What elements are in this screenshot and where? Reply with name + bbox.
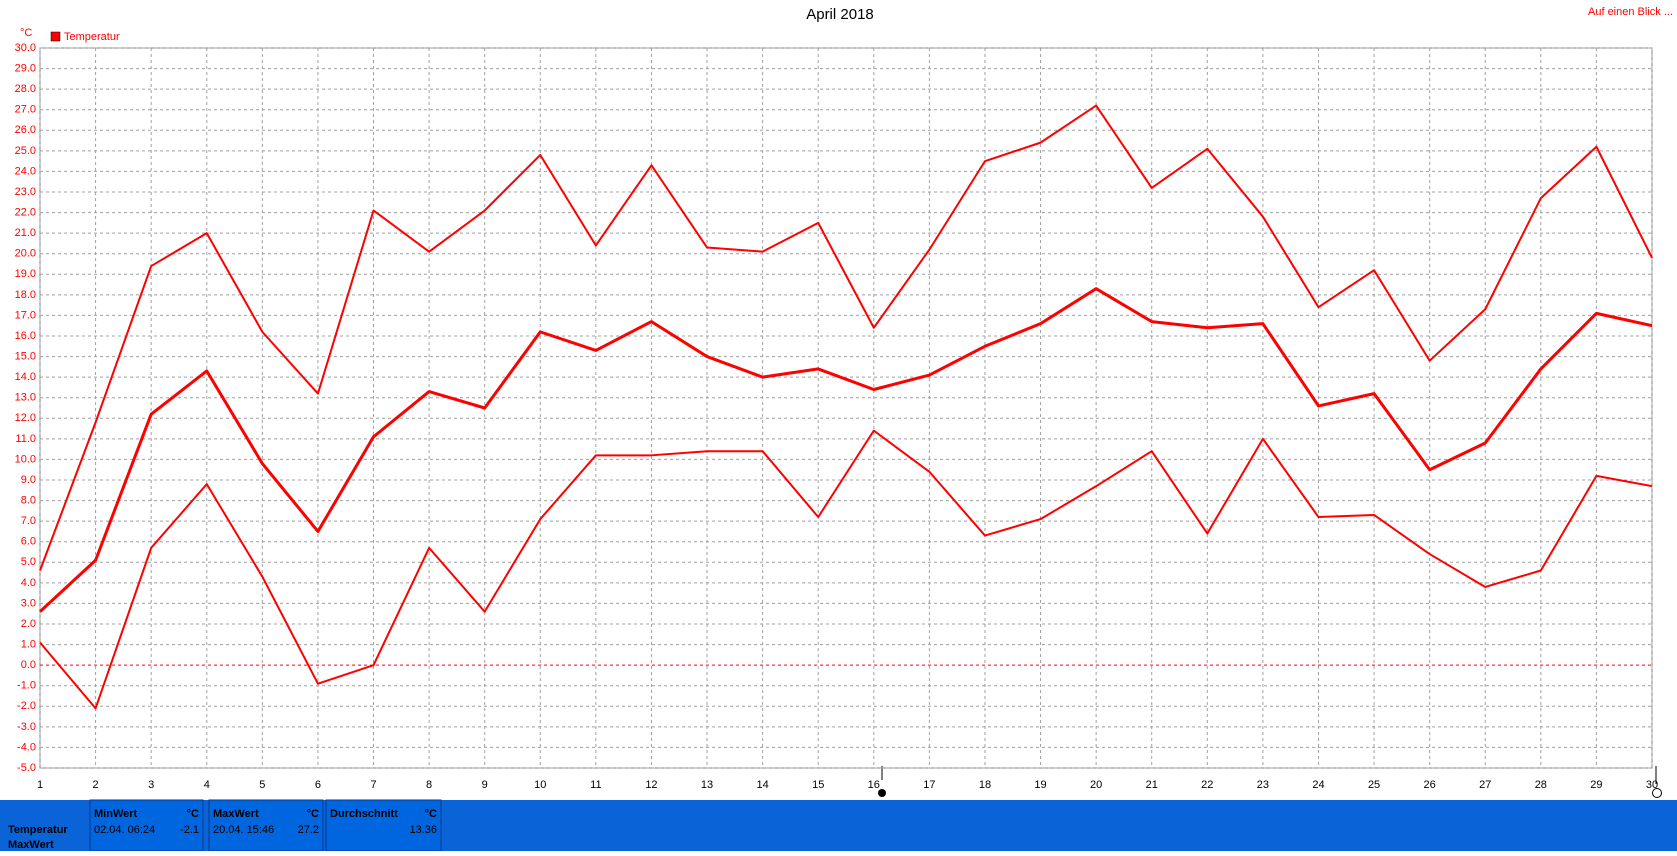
column-time: 02.04. 06:24	[94, 824, 155, 836]
y-tick-label: 24.0	[15, 165, 36, 177]
y-tick-label: 26.0	[15, 124, 36, 136]
y-tick-label: 19.0	[15, 268, 36, 280]
x-tick-label: 10	[534, 779, 546, 791]
y-tick-label: 8.0	[21, 494, 36, 506]
x-tick-label: 16	[868, 779, 880, 791]
x-tick-label: 29	[1590, 779, 1602, 791]
y-tick-label: -1.0	[17, 680, 36, 692]
y-tick-label: 7.0	[21, 515, 36, 527]
summary-cell	[208, 799, 324, 852]
x-tick-label: 18	[979, 779, 991, 791]
x-tick-label: 6	[315, 779, 321, 791]
x-tick-label: 12	[645, 779, 657, 791]
plot-frame	[39, 47, 1653, 769]
y-tick-label: 20.0	[15, 248, 36, 260]
y-tick-label: 25.0	[15, 145, 36, 157]
x-tick-label: 8	[426, 779, 432, 791]
x-tick-label: 28	[1535, 779, 1547, 791]
y-tick-label: 13.0	[15, 392, 36, 404]
x-tick-label: 17	[923, 779, 935, 791]
series-line	[39, 429, 1653, 710]
column-unit: °C	[187, 808, 199, 820]
y-tick-label: 23.0	[15, 186, 36, 198]
legend-label: Temperatur	[64, 31, 120, 43]
column-header: Durchschnitt	[330, 808, 398, 820]
y-tick-label: 1.0	[21, 638, 36, 650]
y-tick-label: 9.0	[21, 474, 36, 486]
y-tick-label: 17.0	[15, 309, 36, 321]
column-header: MaxWert	[213, 808, 259, 820]
row-label: Temperatur	[8, 824, 68, 836]
x-tick-label: 15	[812, 779, 824, 791]
summary-cell	[325, 799, 442, 852]
y-tick-label: 21.0	[15, 227, 36, 239]
link[interactable]: Auf einen Blick ...	[1588, 6, 1673, 18]
y-unit: °C	[20, 27, 32, 39]
y-tick-label: 2.0	[21, 618, 36, 630]
y-tick-label: 4.0	[21, 577, 36, 589]
y-tick-label: -4.0	[17, 741, 36, 753]
y-tick-label: -2.0	[17, 700, 36, 712]
legend-swatch	[50, 31, 61, 42]
y-tick-label: 22.0	[15, 206, 36, 218]
x-tick-label: 5	[259, 779, 265, 791]
y-tick-label: 5.0	[21, 556, 36, 568]
y-tick-label: 28.0	[15, 83, 36, 95]
column-unit: °C	[425, 808, 437, 820]
y-tick-label: 30.0	[15, 42, 36, 54]
y-tick-label: 14.0	[15, 371, 36, 383]
y-tick-label: 16.0	[15, 330, 36, 342]
x-tick-label: 20	[1090, 779, 1102, 791]
end-marker	[1652, 788, 1662, 798]
x-tick-label: 25	[1368, 779, 1380, 791]
y-tick-label: 27.0	[15, 104, 36, 116]
y-tick-label: 0.0	[21, 659, 36, 671]
column-value: 27.2	[298, 824, 319, 836]
x-tick-label: 21	[1146, 779, 1158, 791]
x-tick-label: 19	[1034, 779, 1046, 791]
chart-title: April 2018	[806, 6, 874, 23]
summary-cell	[89, 799, 204, 852]
x-tick-label: 30	[1646, 779, 1658, 791]
column-value: 13.36	[409, 824, 437, 836]
x-tick-label: 23	[1257, 779, 1269, 791]
column-value: -2.1	[180, 824, 199, 836]
x-tick-label: 2	[93, 779, 99, 791]
y-tick-label: 11.0	[15, 433, 36, 445]
y-tick-label: -5.0	[17, 762, 36, 774]
y-tick-label: -3.0	[17, 721, 36, 733]
x-tick-label: 14	[756, 779, 768, 791]
x-tick-label: 7	[370, 779, 376, 791]
x-tick-label: 27	[1479, 779, 1491, 791]
y-tick-label: 3.0	[21, 597, 36, 609]
x-tick-label: 13	[701, 779, 713, 791]
y-tick-label: 10.0	[15, 453, 36, 465]
column-header: MinWert	[94, 808, 138, 820]
x-tick-label: 3	[148, 779, 154, 791]
x-tick-label: 1	[37, 779, 43, 791]
y-tick-label: 29.0	[15, 62, 36, 74]
series-line	[38, 287, 1653, 613]
column-unit: °C	[307, 808, 319, 820]
x-tick-label: 11	[590, 779, 601, 791]
y-tick-label: 6.0	[21, 536, 36, 548]
y-tick-label: 18.0	[15, 289, 36, 301]
row-label: MaxWert	[8, 839, 54, 851]
x-tick-label: 24	[1312, 779, 1324, 791]
series-line	[39, 104, 1653, 571]
x-tick-label: 26	[1424, 779, 1436, 791]
x-tick-label: 4	[204, 779, 210, 791]
x-tick-label: 9	[482, 779, 488, 791]
x-tick-label: 22	[1201, 779, 1213, 791]
y-tick-label: 12.0	[15, 412, 36, 424]
column-time: 20.04. 15:46	[213, 824, 274, 836]
cursor-marker	[878, 789, 886, 797]
y-tick-label: 15.0	[15, 350, 36, 362]
